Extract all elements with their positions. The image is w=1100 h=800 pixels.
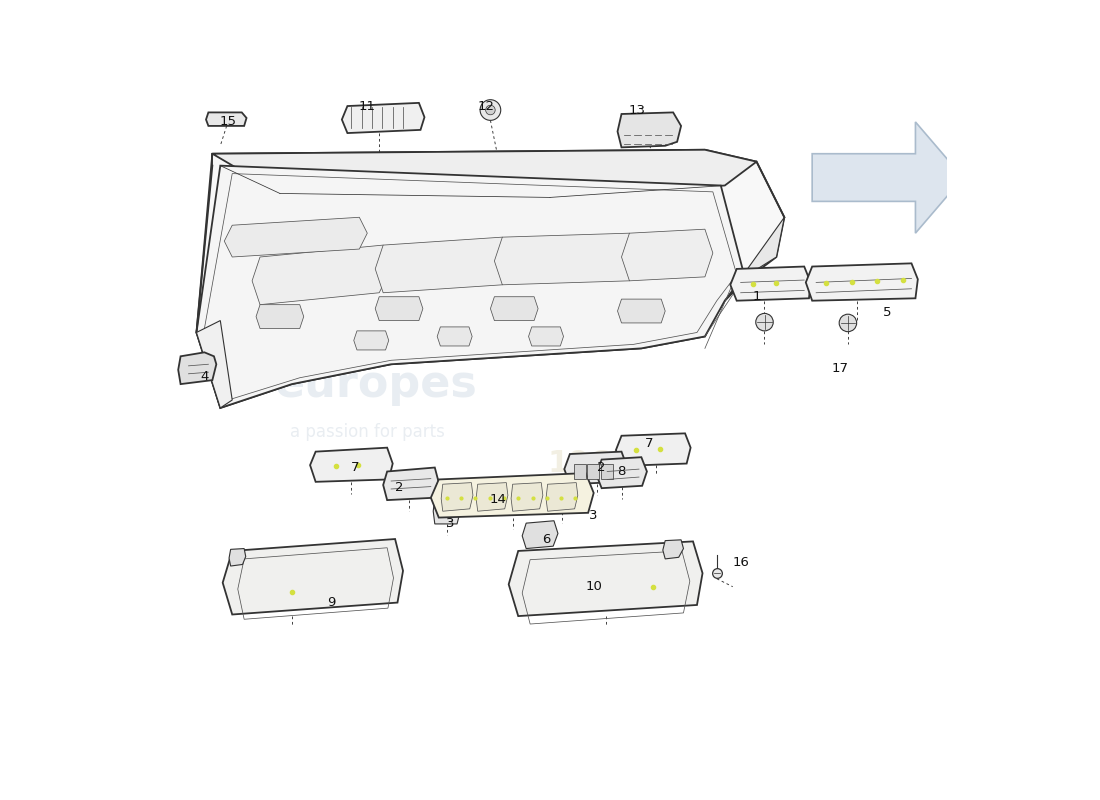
Polygon shape (197, 321, 232, 408)
Circle shape (486, 106, 495, 114)
Circle shape (756, 314, 773, 331)
Text: 2: 2 (597, 461, 606, 474)
Polygon shape (222, 539, 403, 614)
Polygon shape (354, 331, 388, 350)
Polygon shape (197, 166, 745, 408)
Text: 8: 8 (617, 465, 626, 478)
Polygon shape (342, 103, 425, 133)
Polygon shape (433, 498, 460, 524)
Polygon shape (512, 482, 543, 511)
Text: 4: 4 (200, 370, 209, 382)
Polygon shape (383, 467, 439, 500)
Polygon shape (522, 521, 558, 549)
Polygon shape (806, 263, 917, 301)
Polygon shape (375, 237, 515, 293)
Polygon shape (224, 218, 367, 257)
Polygon shape (621, 229, 713, 281)
FancyBboxPatch shape (574, 463, 586, 479)
Text: 5: 5 (883, 306, 892, 319)
Text: a passion for parts: a passion for parts (289, 422, 444, 441)
Text: 3: 3 (447, 517, 455, 530)
Circle shape (480, 100, 501, 120)
Polygon shape (549, 486, 575, 512)
Polygon shape (491, 297, 538, 321)
Text: 16: 16 (733, 556, 749, 570)
Text: 9: 9 (328, 596, 336, 609)
Polygon shape (476, 482, 508, 511)
Text: 2: 2 (395, 481, 404, 494)
Polygon shape (725, 218, 784, 301)
Text: 6: 6 (542, 533, 550, 546)
Text: 13: 13 (629, 103, 646, 117)
Polygon shape (564, 452, 627, 484)
Polygon shape (229, 549, 245, 566)
Polygon shape (431, 473, 594, 518)
Polygon shape (212, 150, 757, 198)
Text: 12: 12 (477, 99, 495, 113)
Circle shape (839, 314, 857, 332)
Polygon shape (252, 245, 392, 305)
Polygon shape (494, 233, 641, 285)
Polygon shape (178, 352, 217, 384)
Polygon shape (375, 297, 422, 321)
Polygon shape (437, 327, 472, 346)
Text: 1: 1 (752, 290, 761, 303)
Polygon shape (310, 448, 393, 482)
Polygon shape (617, 299, 666, 323)
FancyBboxPatch shape (587, 463, 600, 479)
Text: 3: 3 (590, 509, 598, 522)
Text: 10: 10 (585, 580, 602, 593)
Text: 11: 11 (359, 99, 376, 113)
Polygon shape (616, 434, 691, 466)
Polygon shape (596, 457, 647, 488)
Polygon shape (197, 150, 784, 408)
Polygon shape (812, 122, 964, 233)
Polygon shape (528, 327, 563, 346)
Text: 7: 7 (351, 461, 360, 474)
Text: 1965: 1965 (547, 449, 632, 478)
Polygon shape (508, 542, 703, 616)
Polygon shape (730, 266, 811, 301)
Polygon shape (663, 540, 683, 559)
Text: europes: europes (274, 362, 476, 406)
Text: 17: 17 (832, 362, 848, 374)
FancyBboxPatch shape (601, 463, 613, 479)
Polygon shape (256, 305, 304, 329)
Text: 15: 15 (220, 115, 236, 129)
Text: 7: 7 (645, 437, 653, 450)
Text: 14: 14 (490, 493, 507, 506)
Polygon shape (441, 482, 473, 511)
Polygon shape (206, 113, 246, 126)
Polygon shape (617, 113, 681, 147)
Polygon shape (546, 482, 578, 511)
